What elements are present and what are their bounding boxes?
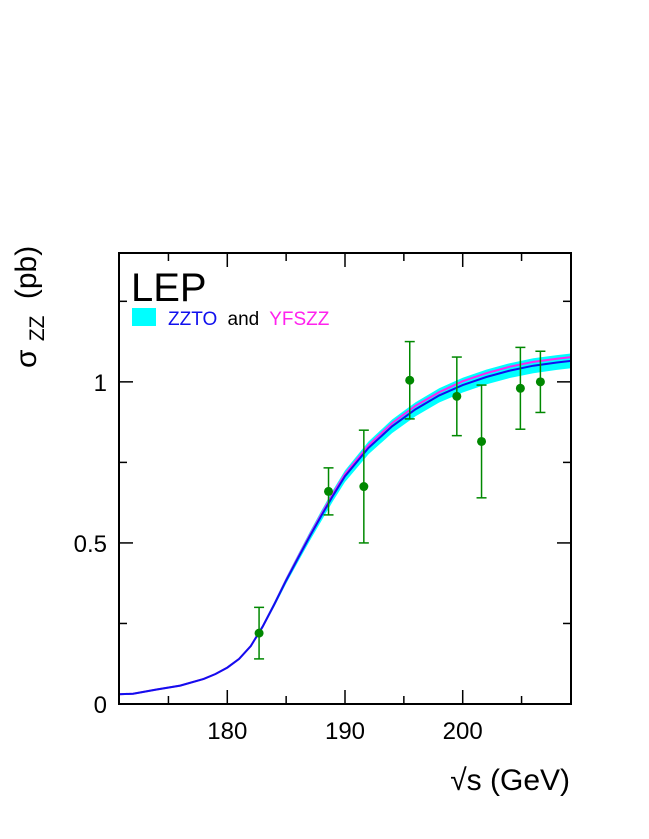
y-axis-symbol: σ bbox=[10, 349, 43, 368]
data-point bbox=[404, 340, 415, 420]
data-point-marker bbox=[324, 486, 334, 496]
prediction-curve-layer bbox=[119, 356, 571, 696]
data-point-marker bbox=[515, 383, 525, 393]
x-tick-label: 180 bbox=[207, 718, 247, 745]
y-tick-label: 0.5 bbox=[74, 531, 107, 558]
data-point bbox=[515, 346, 526, 430]
data-point-marker bbox=[254, 628, 264, 638]
data-point-marker bbox=[452, 391, 462, 401]
x-axis-title: √s (GeV) bbox=[450, 764, 570, 797]
data-point bbox=[358, 429, 369, 544]
curve-yfszz bbox=[119, 356, 571, 696]
y-axis-unit: (pb) bbox=[10, 246, 43, 299]
legend-text: ZZTO and YFSZZ bbox=[168, 309, 330, 330]
legend-entry-and: and bbox=[228, 309, 260, 330]
x-tick-label: 200 bbox=[443, 718, 483, 745]
data-point bbox=[323, 467, 334, 516]
x-tick-label: 190 bbox=[325, 718, 365, 745]
data-point-marker bbox=[535, 377, 545, 387]
data-point-layer bbox=[254, 340, 546, 660]
prediction-band-layer bbox=[250, 353, 571, 648]
data-point bbox=[451, 356, 462, 437]
prediction-uncertainty-band bbox=[250, 353, 571, 648]
curve-zzto bbox=[119, 359, 571, 696]
y-axis-title: σ ZZ (pb) bbox=[10, 246, 51, 368]
y-tick-label: 0 bbox=[94, 692, 107, 719]
experiment-label: LEP bbox=[131, 266, 207, 310]
data-point bbox=[535, 350, 546, 414]
data-point bbox=[254, 606, 265, 660]
data-point bbox=[476, 384, 487, 499]
data-point-marker bbox=[359, 482, 369, 492]
legend-band-swatch bbox=[132, 308, 156, 326]
data-point-marker bbox=[405, 375, 415, 385]
legend-entry-yfszz: YFSZZ bbox=[269, 309, 330, 330]
y-tick-label: 1 bbox=[94, 370, 107, 397]
y-axis-subscript: ZZ bbox=[26, 315, 49, 341]
axis-tick-layer: 180 190 200 0 0.5 1 bbox=[74, 253, 571, 745]
data-point-marker bbox=[477, 436, 487, 446]
legend-entry-zzto: ZZTO bbox=[168, 309, 217, 330]
